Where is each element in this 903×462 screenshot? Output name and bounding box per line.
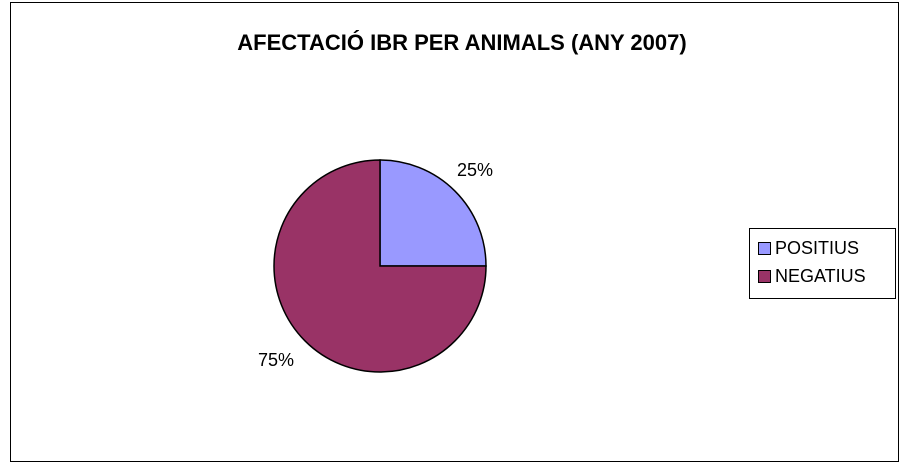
slice-label-negatius: 75% (258, 350, 295, 370)
slice-label-positius: 25% (457, 160, 494, 180)
pie-slice-negatius (273, 159, 487, 373)
pie-slice-positius (379, 159, 487, 267)
legend-item-positius: POSITIUS (758, 237, 859, 259)
legend: POSITIUS NEGATIUS (749, 228, 896, 299)
chart-title: AFECTACIÓ IBR PER ANIMALS (ANY 2007) (237, 30, 687, 55)
legend-item-negatius: NEGATIUS (758, 265, 866, 287)
legend-label-negatius: NEGATIUS (775, 265, 866, 286)
legend-swatch-positius (758, 241, 771, 255)
legend-swatch-negatius (758, 269, 771, 283)
legend-label-positius: POSITIUS (775, 237, 860, 258)
